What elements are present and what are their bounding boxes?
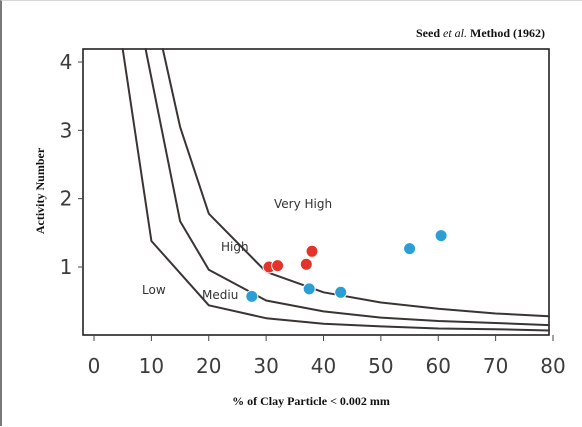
zone-label-high: High xyxy=(221,240,249,254)
zone-boundaries xyxy=(121,48,550,332)
boundary-curve-3 xyxy=(161,48,550,318)
chart-title: Seed et al. Method (1962) xyxy=(416,26,545,40)
x-tick-labels: 0 10 20 30 40 50 60 70 80 xyxy=(88,335,566,378)
x-tick-label: 70 xyxy=(483,354,508,378)
data-point xyxy=(299,257,313,271)
x-tick-label: 40 xyxy=(311,354,336,378)
data-point xyxy=(305,244,319,258)
boundary-curve-2 xyxy=(144,48,550,327)
zone-label-very-high: Very High xyxy=(274,197,332,211)
chart-title-part: Method (1962) xyxy=(467,26,545,40)
chart-title-part: Seed xyxy=(416,26,443,40)
x-tick-label: 60 xyxy=(426,354,451,378)
zone-label-low: Low xyxy=(142,283,166,297)
data-point xyxy=(334,285,348,299)
plot-area-border xyxy=(82,48,550,336)
y-tick-labels: 1 2 3 4 xyxy=(60,50,83,279)
x-tick-label: 10 xyxy=(139,354,164,378)
x-tick-label: 20 xyxy=(196,354,221,378)
y-axis-label: Activity Number xyxy=(33,147,47,234)
data-point xyxy=(302,282,316,296)
data-point xyxy=(403,242,417,256)
data-point xyxy=(245,289,259,303)
x-tick-label: 50 xyxy=(368,354,393,378)
y-tick-label: 2 xyxy=(60,187,73,211)
data-point xyxy=(434,229,448,243)
data-points xyxy=(245,229,448,303)
chart-title-part-italic: et al. xyxy=(443,26,467,40)
x-tick-label: 30 xyxy=(253,354,278,378)
y-tick-label: 4 xyxy=(60,50,73,74)
y-tick-label: 3 xyxy=(60,118,73,142)
zone-label-medium: Mediu xyxy=(202,288,238,302)
data-point xyxy=(271,259,285,273)
x-tick-label: 0 xyxy=(88,354,101,378)
y-tick-label: 1 xyxy=(60,255,73,279)
boundary-curve-1 xyxy=(121,48,550,332)
x-axis-label: % of Clay Particle < 0.002 mm xyxy=(232,394,390,408)
x-tick-label: 80 xyxy=(540,354,565,378)
